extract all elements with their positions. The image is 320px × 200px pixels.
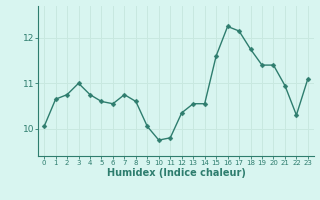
X-axis label: Humidex (Indice chaleur): Humidex (Indice chaleur) [107, 168, 245, 178]
